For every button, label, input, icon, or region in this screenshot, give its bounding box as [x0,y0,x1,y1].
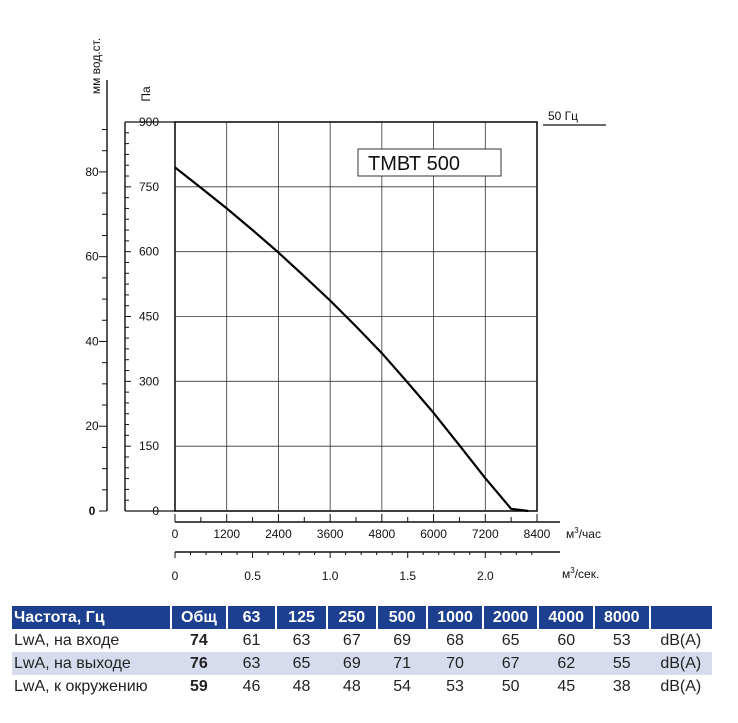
table-cell: 48 [292,677,311,695]
row-total: 74 [190,631,208,649]
table-cell: 46 [242,677,261,695]
frequency-label: 50 Гц [548,109,578,123]
x2-tick-label: 0 [172,569,179,583]
y2-tick-label: 20 [85,419,99,433]
x2-axis-unit: м3/сек. [562,566,599,581]
table-cell: 63 [226,652,277,675]
x-tick-label: 2400 [265,527,292,541]
y-tick-label: 600 [139,245,159,259]
chart-labels: 0 1200 2400 3600 4800 6000 7200 840001503004506… [85,38,601,583]
y2-tick-label: 60 [85,250,99,264]
x-tick-label: 8400 [524,527,551,541]
x2-tick-label: 1.5 [399,569,416,583]
fan-performance-chart: 0 1200 2400 3600 4800 6000 7200 840001503004506… [85,38,606,583]
row-unit: dB(A) [660,631,702,649]
performance-curve [174,166,529,513]
table-cell: 62 [538,652,594,675]
row-unit: dB(A) [649,652,712,675]
table-header-cell: 500 [376,606,429,629]
x-axis-unit: м3/час [566,526,601,541]
row-label: LwA, на выходе [12,652,172,675]
y2-axis-unit: мм вод.ст. [89,38,103,94]
x-tick-label: 0 [172,527,179,541]
table-cell: 67 [342,631,361,649]
table-cell: 48 [342,677,361,695]
table-cell: 69 [326,652,377,675]
chart-grid [174,121,538,512]
table-cell: 45 [557,677,576,695]
table-header-cell [649,606,712,629]
y-tick-label: 900 [139,115,159,129]
chart-axes [99,80,606,558]
table-cell: 71 [376,652,428,675]
row-label: LwA, на входе [14,631,120,649]
table-cell: 61 [242,631,261,649]
table-header-cell: 2000 [482,606,540,629]
table-cell: 65 [276,652,327,675]
row-total: 59 [190,677,208,695]
table-cell: 67 [482,652,539,675]
y-tick-label: 0 [152,504,159,518]
title-box-frame [357,148,502,177]
row-total: 76 [171,652,227,675]
table-header-cell: 63 [226,606,278,629]
table-header-row: Частота, Гц Общ 63 125 250 500 1000 2000 4000 800… [12,606,712,629]
model-title-box: ТМВТ 500 [357,148,502,177]
y-tick-label: 150 [139,439,159,453]
table-header-cell: 1000 [427,606,484,629]
table-cell: 69 [393,631,412,649]
x-tick-label: 4800 [369,527,396,541]
chart-title: ТМВТ 500 [368,153,460,175]
y-tick-label: 300 [139,374,159,388]
table-row: LwA, на входе 74 61 63 67 69 68 65 60 53 dB(A) [12,629,712,652]
row-unit: dB(A) [660,677,702,695]
x2-tick-label: 2.0 [477,569,494,583]
y2-tick-label: 0 [89,504,96,518]
table-cell: 38 [612,677,631,695]
table-cell: 50 [501,677,520,695]
y2-tick-label: 80 [85,165,99,179]
y2-tick-label: 40 [85,334,99,348]
table-cell: 53 [612,631,631,649]
table-header-cell: 8000 [594,606,651,629]
table-cell: 54 [393,677,412,695]
table-cell: 60 [557,631,576,649]
y-tick-label: 450 [139,310,159,324]
table-header-cell: Общ [171,606,228,629]
y-tick-label: 750 [139,180,159,194]
table-cell: 68 [446,631,464,649]
table-row: LwA, к окружению 59 46 48 48 54 53 50 45 38 dB(A) [12,675,712,698]
sound-power-table: Частота, Гц Общ 63 125 250 500 1000 2000 4000 800… [12,606,712,698]
x-tick-label: 6000 [420,527,447,541]
table-cell: 63 [292,631,311,649]
chart-curve [174,166,529,513]
x2-tick-label: 0.5 [244,569,261,583]
table-cell: 65 [501,631,520,649]
y-axis-unit: Па [139,86,153,102]
x2-tick-label: 1.0 [322,569,339,583]
table-cell: 70 [427,652,483,675]
table-header-cell: 250 [326,606,378,629]
row-label: LwA, к окружению [14,677,148,695]
table-header-cell: 125 [276,606,328,629]
x-tick-label: 3600 [317,527,344,541]
x-tick-label: 7200 [472,527,499,541]
table-header-cell: 4000 [538,606,595,629]
x-tick-label: 1200 [213,527,240,541]
table-row: LwA, на выходе 76 63 65 69 71 70 67 62 55 dB(A) [12,652,712,675]
table-cell: 53 [446,677,464,695]
table-header-cell: Частота, Гц [12,606,173,629]
table-cell: 55 [594,652,650,675]
